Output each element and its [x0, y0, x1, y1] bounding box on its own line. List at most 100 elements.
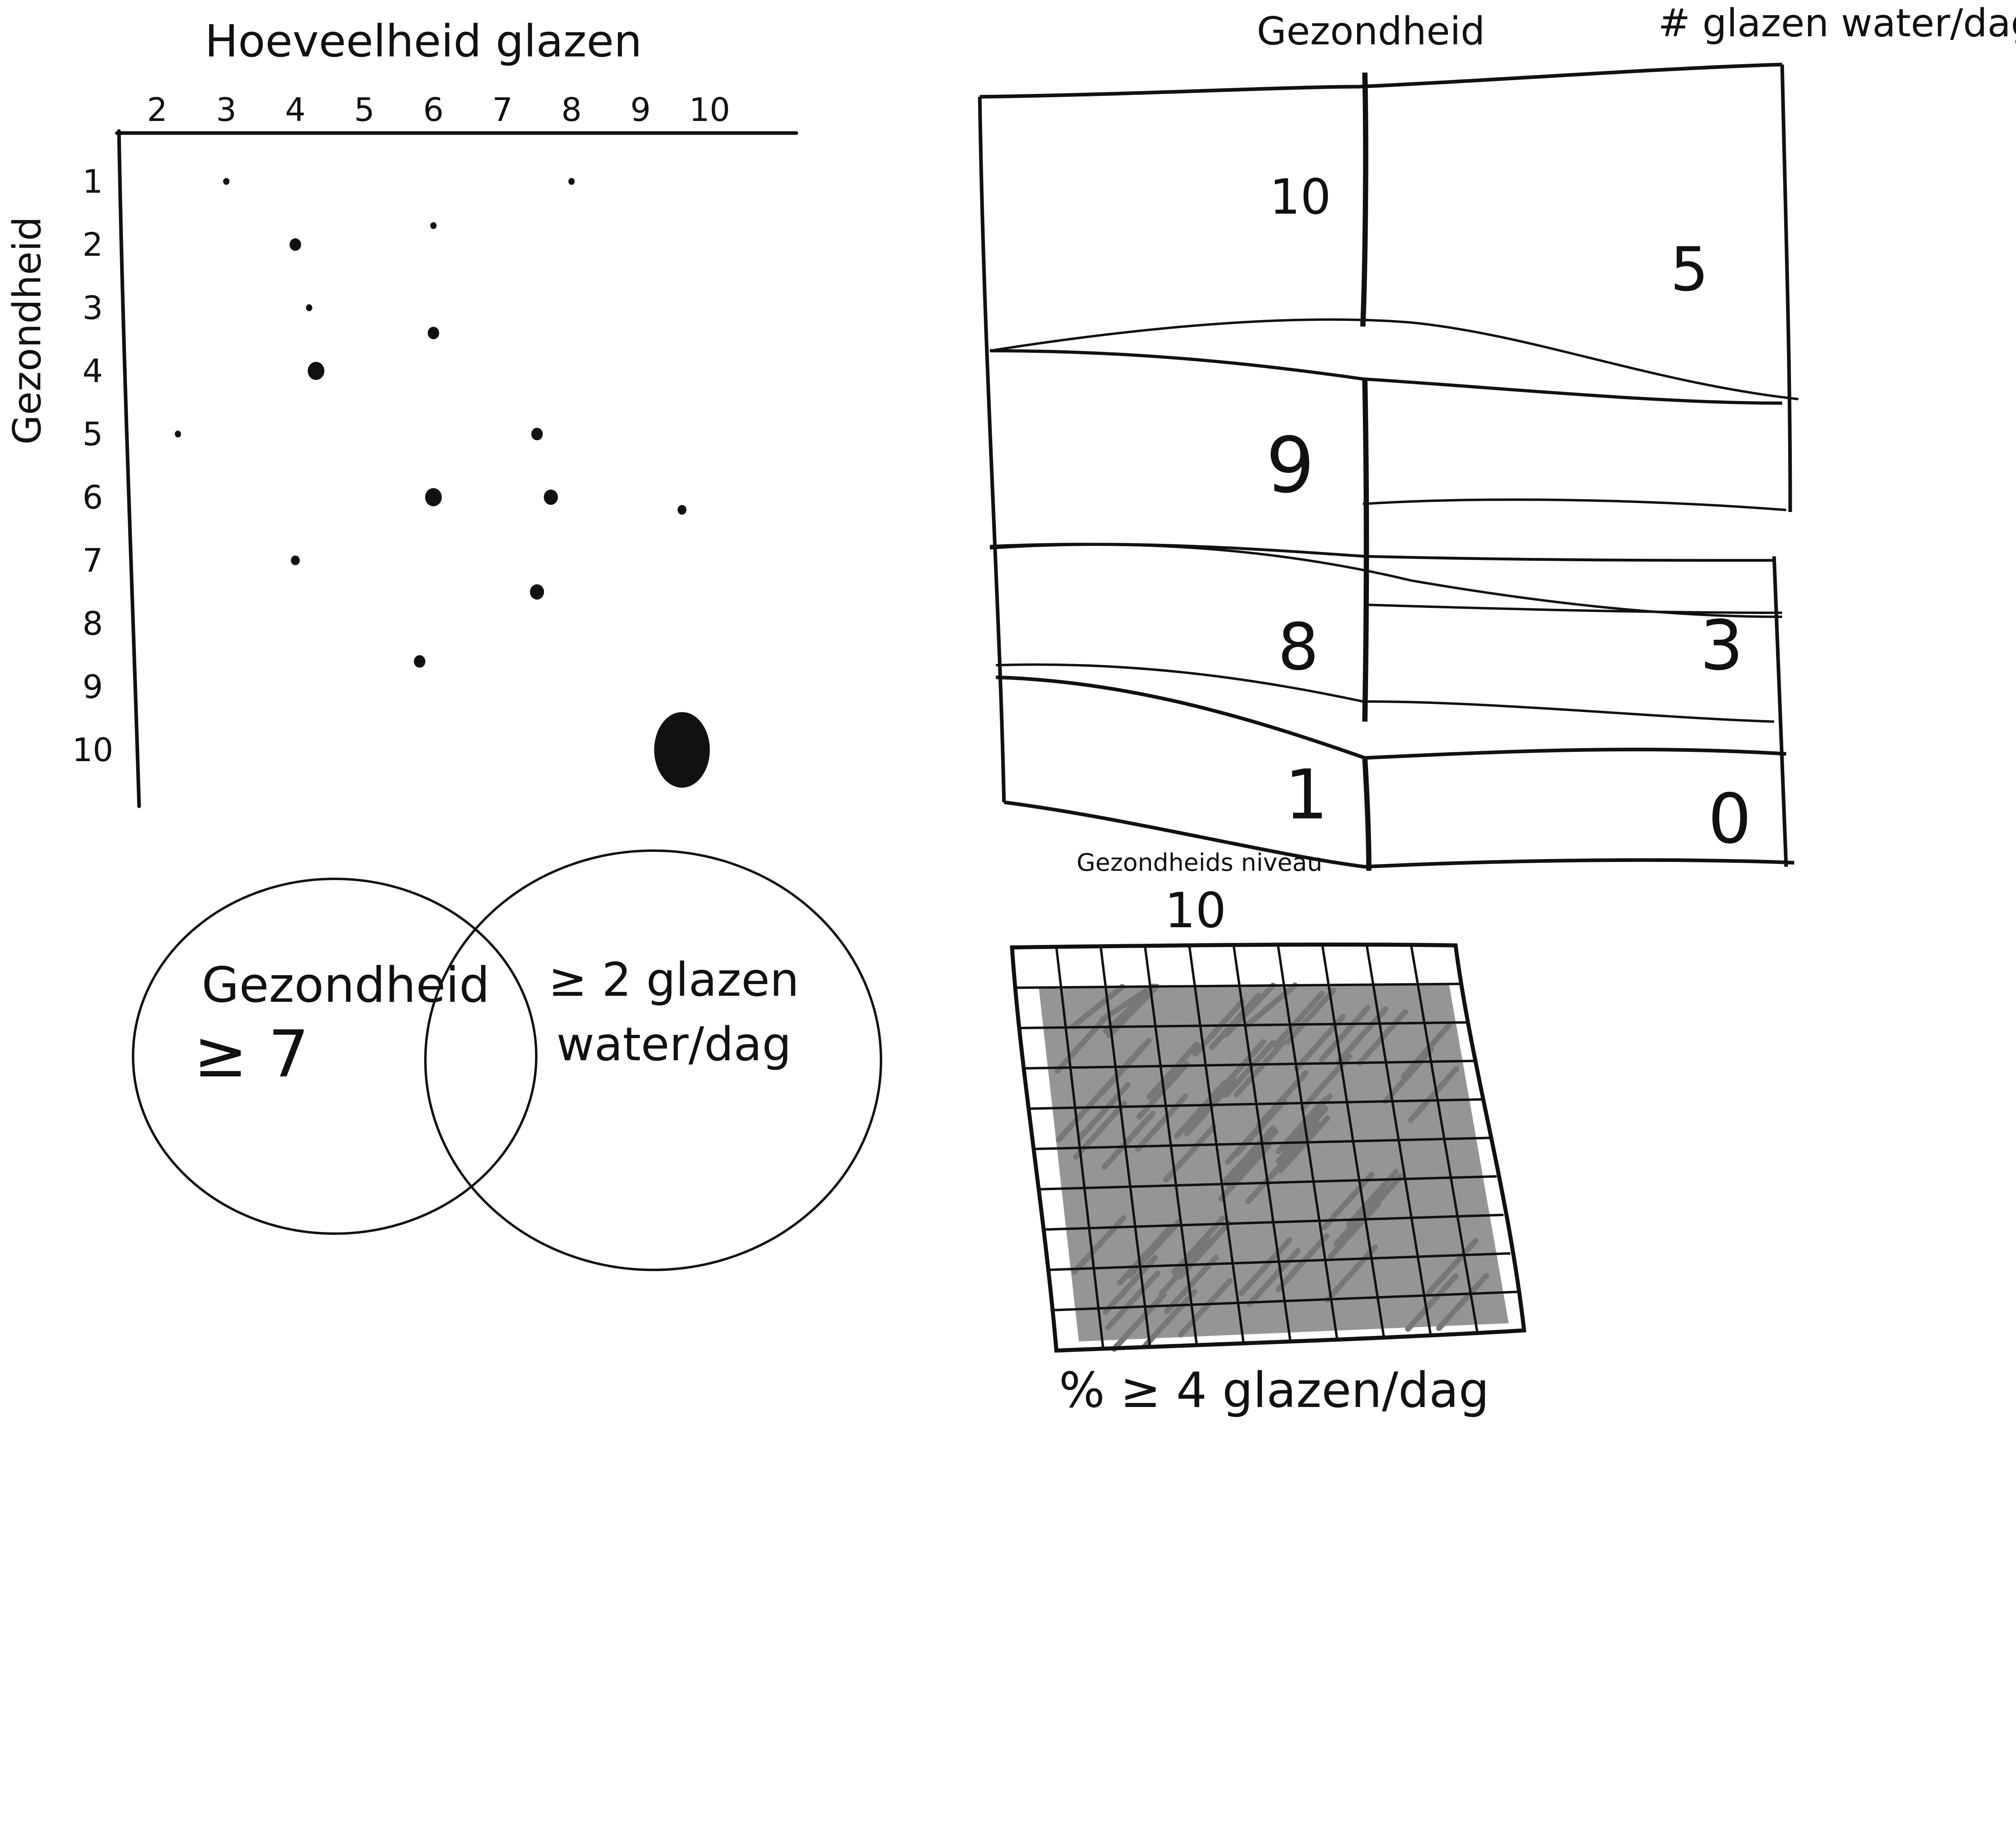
- scatter-point: [427, 327, 439, 339]
- grid-shade-stroke: [1233, 1039, 1286, 1098]
- table-cell-gezondheid: 1: [1285, 755, 1328, 835]
- grid-shade-stroke: [1105, 1270, 1160, 1331]
- grid-shade-stroke: [1275, 1106, 1329, 1164]
- grid-frame: [1010, 942, 1527, 1353]
- venn-right-label-line1: ≥ 2 glazen: [548, 953, 799, 1007]
- table-row-separator: [996, 675, 1787, 760]
- scatter-point: [425, 488, 442, 506]
- grid-shade-stroke: [1164, 1255, 1219, 1314]
- grid-row-line: [1047, 1252, 1511, 1271]
- grid-row-line: [1034, 1136, 1490, 1150]
- grid-row-line: [1016, 982, 1463, 989]
- grid-shade-stroke: [1171, 1215, 1226, 1275]
- table-row-separator: [989, 349, 1783, 405]
- venn-set-right: [424, 849, 882, 1271]
- grid-shade-stroke: [1070, 984, 1125, 1029]
- scatter-y-tick-label: 9: [83, 668, 103, 706]
- venn-left-label-line1: Gezondheid: [202, 957, 490, 1014]
- scatter-x-axis-title: Hoeveelheid glazen: [205, 15, 642, 67]
- scatter-x-axis-line: [115, 130, 798, 135]
- scatter-y-axis-title: Gezondheid: [5, 216, 50, 445]
- grid-shade-stroke: [1225, 1128, 1279, 1187]
- table-header-glazen: # glazen water/dag: [1658, 1, 2016, 46]
- scatter-point: [291, 556, 300, 565]
- venn-diagram: Gezondheid ≥ 7 ≥ 2 glazen water/dag: [132, 849, 882, 1271]
- scatter-x-tick-label: 3: [216, 91, 237, 129]
- grid-shade-stroke: [1246, 1248, 1301, 1307]
- grid-row-line: [1038, 1175, 1497, 1190]
- venn-right-label-line2: water/dag: [556, 1018, 791, 1072]
- grid-shade-stroke: [1238, 1237, 1293, 1296]
- grid-shade-stroke: [1400, 1022, 1452, 1080]
- grid-shade-stroke: [1321, 1172, 1375, 1230]
- scatter-x-tick-label: 6: [423, 91, 444, 129]
- table-cell-glazen: 3: [1700, 606, 1743, 686]
- venn-left-label-line2: ≥ 7: [194, 1016, 309, 1092]
- scatter-point: [414, 655, 426, 668]
- table-right-border: [1772, 64, 1792, 867]
- grid-shade-stroke: [1223, 1040, 1276, 1098]
- scatter-x-tick-label: 7: [492, 91, 513, 129]
- grid-shade-stroke: [1408, 1066, 1460, 1123]
- scatter-y-tick-label: 8: [83, 605, 103, 643]
- grid-shade-stroke: [1218, 1143, 1272, 1202]
- scatter-x-tick-label: 4: [285, 91, 306, 129]
- grid-shade-stroke: [1273, 991, 1325, 1048]
- grid-shade-stroke: [1142, 1289, 1198, 1349]
- scatter-point: [544, 489, 558, 505]
- scatter-y-tick-label: 7: [83, 542, 103, 579]
- grid-shade-stroke: [1324, 1244, 1378, 1303]
- grid-title: Gezondheids niveau: [1077, 849, 1322, 877]
- grid-shade-stroke: [1111, 1292, 1167, 1352]
- scatter-point: [430, 222, 437, 229]
- table-row-separator: [1364, 604, 1783, 614]
- scatter-point: [677, 505, 687, 515]
- scatter-point: [531, 428, 543, 441]
- grid-shade-stroke: [1223, 1125, 1276, 1184]
- scatter-point: [308, 362, 325, 380]
- scatter-y-tick-label: 5: [83, 416, 103, 453]
- table-column-divider: [1360, 72, 1372, 871]
- grid-shade-stroke: [1383, 1047, 1434, 1104]
- table-cell-gezondheid: 10: [1270, 169, 1331, 225]
- data-table: Gezondheid # glazen water/dag 10 5 9 8 3…: [978, 1, 2016, 871]
- grid-shade-stroke: [1117, 1226, 1172, 1286]
- grid-shade-stroke: [1319, 1005, 1371, 1062]
- table-row-separator: [1362, 498, 1787, 511]
- table-bottom-border: [1004, 800, 1795, 869]
- scatter-point: [306, 304, 312, 311]
- scatter-x-tick-label: 2: [147, 91, 168, 129]
- scatter-point: [289, 238, 301, 251]
- grid-shade-stroke: [1425, 1238, 1479, 1296]
- scatter-point: [175, 431, 181, 438]
- table-left-border: [978, 96, 1006, 803]
- table-cell-glazen: 0: [1708, 779, 1752, 859]
- grid-shaded-area: [1039, 984, 1509, 1342]
- table-header-gezondheid: Gezondheid: [1257, 9, 1485, 54]
- grid-shade-stroke: [1436, 1273, 1489, 1331]
- grid-shade-stroke: [1285, 987, 1337, 1045]
- grid-x-axis-title: % ≥ 4 glazen/dag: [1059, 1363, 1489, 1419]
- table-top-border: [979, 62, 1783, 99]
- grid-shade-stroke: [1280, 1093, 1333, 1151]
- scatter-point: [654, 712, 710, 788]
- grid-shade-stroke: [1327, 1201, 1381, 1260]
- scatter-y-tick-label: 3: [83, 289, 103, 327]
- shaded-grid-chart: Gezondheids niveau 10 % ≥ 4 glazen/dag: [1010, 849, 1527, 1419]
- table-cell-gezondheid: 8: [1278, 609, 1319, 685]
- grid-row-line: [1029, 1098, 1483, 1110]
- table-row-separator: [989, 543, 1774, 562]
- scatter-x-tick-label: 10: [689, 91, 730, 129]
- grid-shade-stroke: [1244, 982, 1298, 1028]
- grid-row-line: [1025, 1059, 1477, 1070]
- scatter-point: [568, 178, 575, 185]
- venn-set-left: [132, 878, 537, 1235]
- table-row-separator: [989, 318, 1799, 400]
- grid-shade-stroke: [1056, 1083, 1110, 1143]
- table-cell-glazen: 5: [1670, 235, 1708, 305]
- grid-subtitle: 10: [1165, 883, 1227, 939]
- grid-shade-stroke: [1275, 1233, 1329, 1292]
- scatter-chart: Hoeveelheid glazen Gezondheid 2 3 4 5 6 7 8 9 10…: [5, 15, 798, 808]
- scatter-y-tick-label: 1: [83, 163, 103, 200]
- scatter-y-axis-line: [117, 129, 141, 808]
